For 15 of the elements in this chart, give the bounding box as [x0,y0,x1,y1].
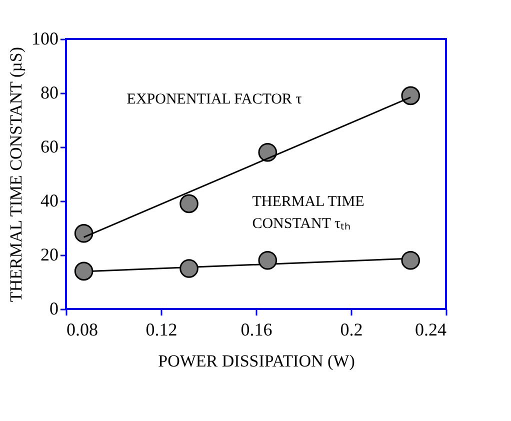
x-tick-label: 0.12 [146,320,178,340]
y-tick-label: 100 [32,28,58,48]
x-tick-label: 0.24 [415,320,446,340]
y-tick-label: 20 [40,244,58,264]
y-tick-label: 80 [40,82,58,102]
x-axis-title: POWER DISSIPATION (W) [158,352,355,370]
y-tick-label: 0 [50,298,58,318]
x-tick-label: 0.08 [66,320,98,340]
annotation: THERMAL TIME CONSTANT τₜₕ [252,194,364,232]
annotation: EXPONENTIAL FACTOR τ [126,91,302,108]
y-axis-title: THERMAL TIME CONSTANT (µS) [6,46,26,302]
x-tick-label: 0.16 [240,320,272,340]
x-tick-label: 0.2 [340,320,363,340]
y-tick-label: 60 [40,136,58,156]
y-tick-label: 40 [40,190,58,210]
